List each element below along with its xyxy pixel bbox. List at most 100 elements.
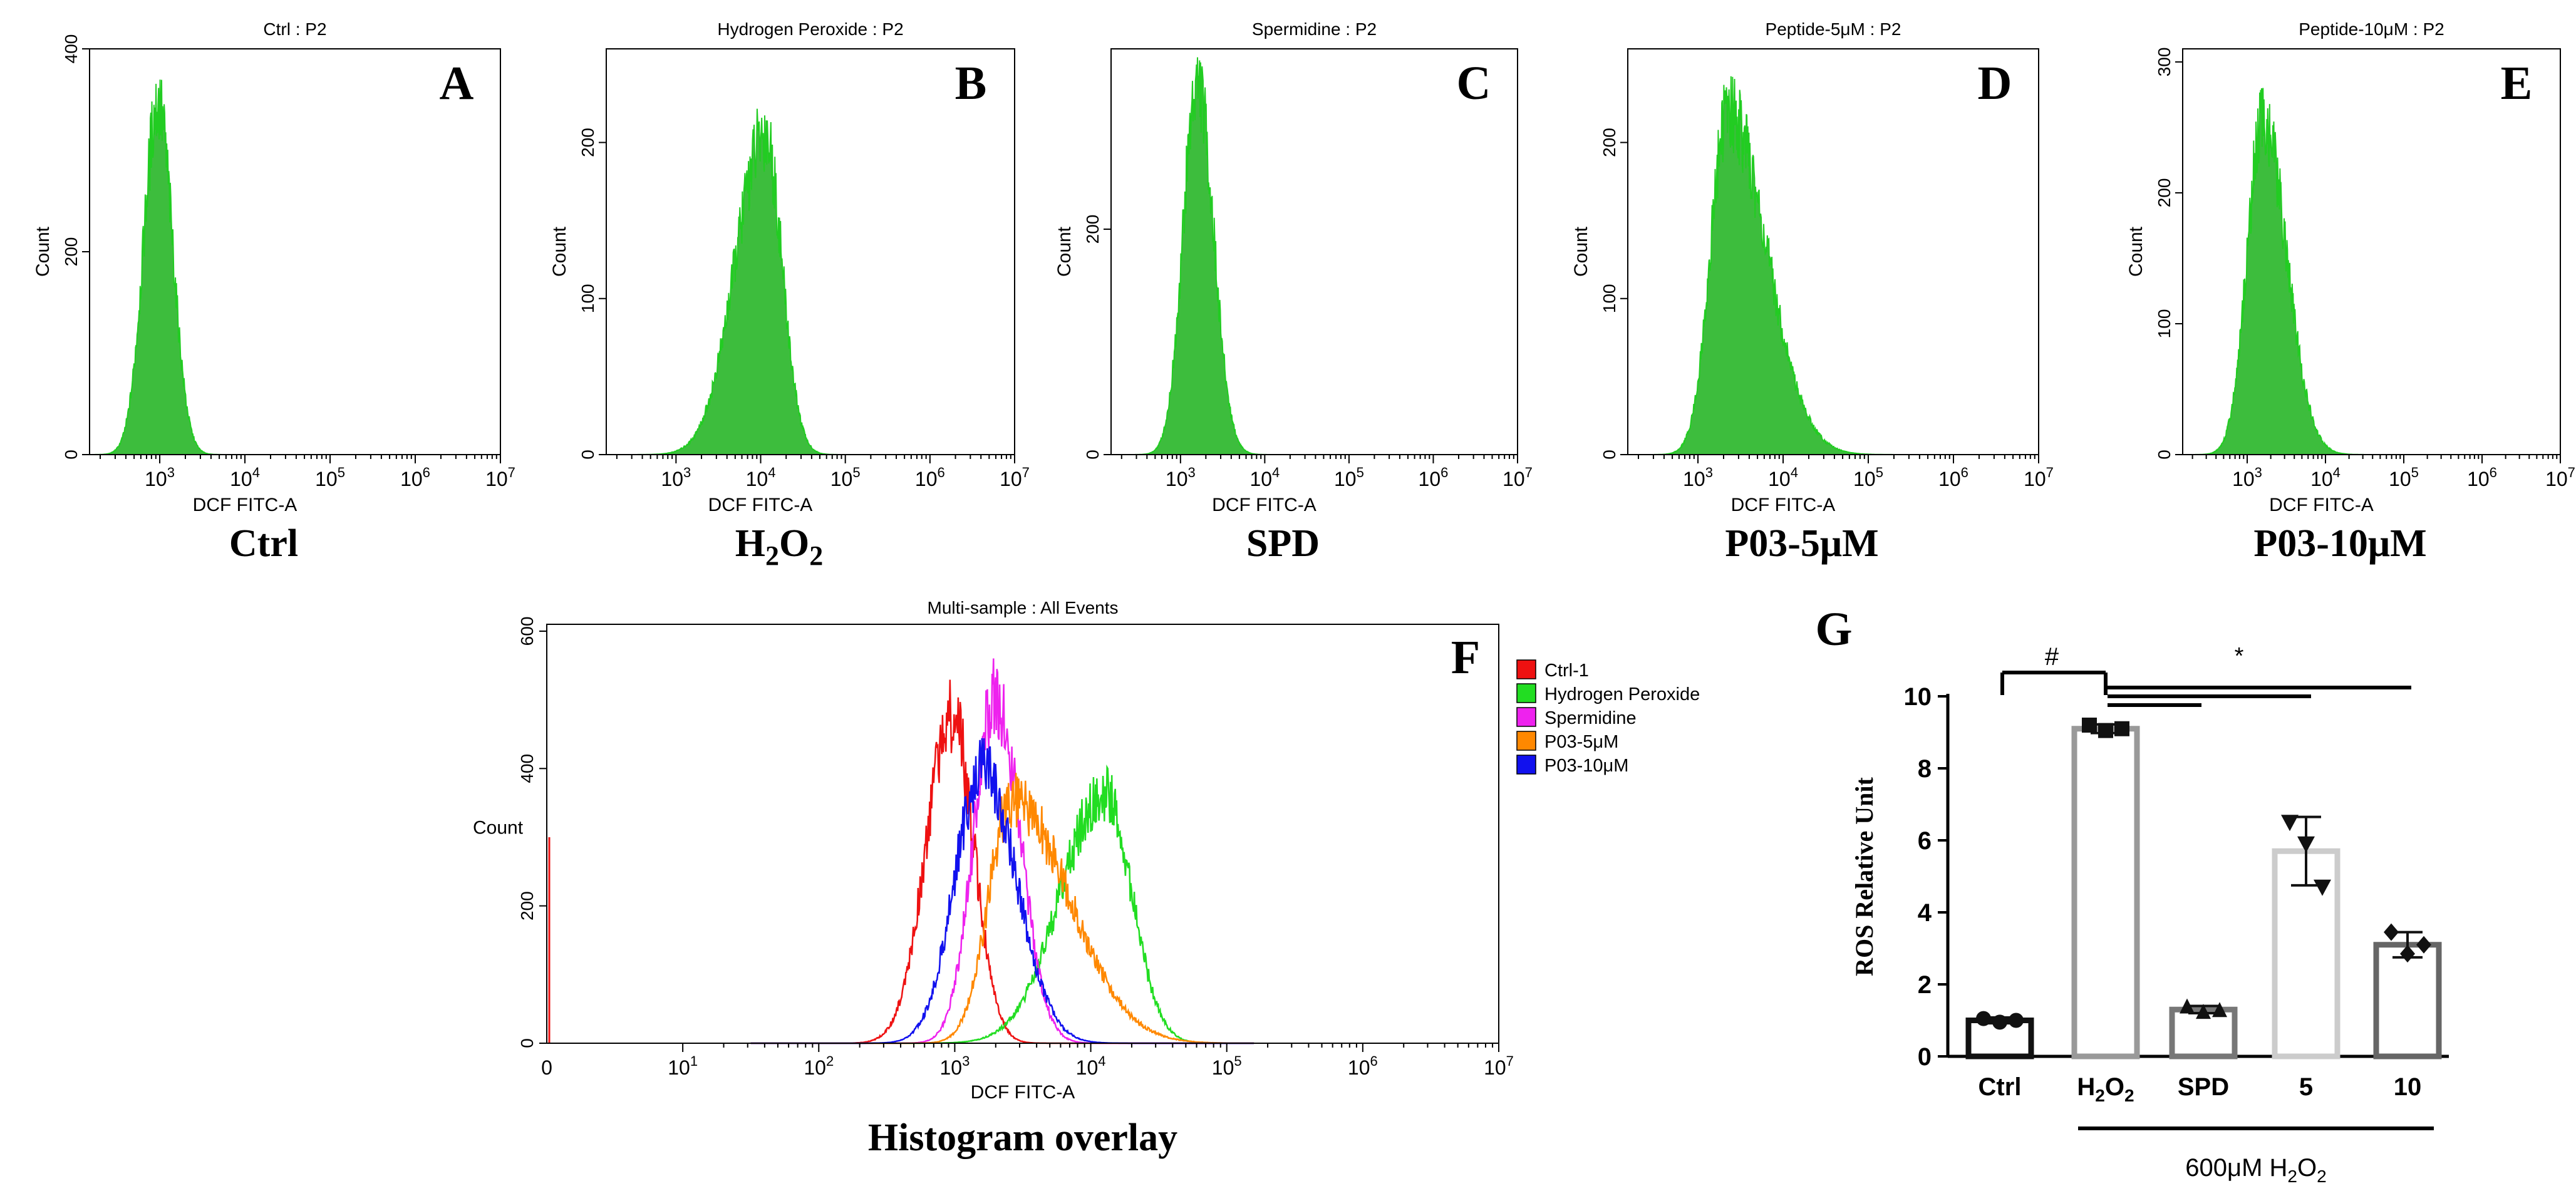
panel-letter: G (1815, 603, 1852, 656)
y-tick-label: 4 (1918, 899, 1932, 927)
tick-base: 0 (541, 1056, 552, 1079)
tick-base: 10 (1348, 1056, 1370, 1079)
y-axis-label: Count (1571, 226, 1591, 277)
tick-base: 10 (315, 468, 338, 490)
tick-exponent: 4 (1098, 1053, 1105, 1069)
x-axis-label: DCF FITC-A (193, 495, 297, 515)
panel-caption: P03-5μM (1725, 522, 1878, 565)
y-axis-label: Count (2126, 226, 2146, 277)
panel-caption: SPD (1246, 522, 1320, 565)
y-axis-label: Count (549, 226, 570, 277)
x-tick-label: 103 (940, 1053, 970, 1079)
x-tick-label: 105 (1212, 1053, 1242, 1079)
panel-letter: F (1451, 631, 1480, 684)
x-tick-label: 106 (1348, 1053, 1378, 1079)
tick-base: 10 (1334, 468, 1357, 490)
tick-base: 10 (746, 468, 768, 490)
panel-letter: A (440, 57, 474, 110)
tick-exponent: 5 (852, 465, 860, 480)
data-point-2-0 (2180, 998, 2195, 1014)
tick-base: 10 (1484, 1056, 1506, 1079)
tick-exponent: 3 (2255, 465, 2262, 480)
tick-exponent: 7 (1525, 465, 1533, 480)
data-point-2-1 (2196, 1004, 2211, 1019)
data-point-3-0 (2281, 815, 2299, 832)
y-tick-label: 2 (1918, 971, 1932, 999)
group-subscript: 2 (2317, 1167, 2327, 1186)
x-tick-label: 106 (915, 465, 945, 490)
category-label-2: SPD (2178, 1073, 2229, 1101)
tick-base: 10 (1076, 1056, 1099, 1079)
tick-exponent: 3 (167, 465, 175, 480)
category-label-4: 10 (2394, 1073, 2422, 1101)
y-tick-label: 0 (517, 1038, 537, 1048)
tick-base: 10 (2024, 468, 2046, 490)
tick-exponent: 3 (962, 1053, 970, 1069)
panel-letter: B (955, 57, 987, 110)
category-text: O (2105, 1073, 2124, 1101)
tick-base: 10 (940, 1056, 963, 1079)
x-axis-label: DCF FITC-A (2269, 495, 2374, 515)
tick-base: 10 (1419, 468, 1441, 490)
y-tick-label: 200 (578, 128, 597, 157)
x-tick-label: 104 (1768, 465, 1798, 490)
x-tick-label: 106 (2467, 465, 2497, 490)
group-text: 600μM H (2185, 1154, 2287, 1182)
x-tick-label: 107 (2545, 465, 2575, 490)
histogram-area (606, 108, 1015, 455)
x-tick-label: 104 (1076, 1053, 1106, 1079)
tick-base: 10 (230, 468, 252, 490)
y-tick-label: 200 (1600, 128, 1619, 157)
caption-subscript: 2 (765, 540, 779, 571)
x-tick-label: 103 (1683, 465, 1713, 490)
y-tick-label: 100 (2154, 309, 2174, 339)
histogram-area (1628, 76, 2039, 455)
tick-base: 10 (1503, 468, 1525, 490)
x-axis-label: DCF FITC-A (1212, 495, 1316, 515)
tick-exponent: 7 (2568, 465, 2575, 480)
data-point-0-0 (1976, 1011, 1991, 1026)
tick-base: 10 (145, 468, 167, 490)
y-tick-label: 0 (578, 450, 597, 460)
panel-letter: C (1457, 57, 1491, 110)
tick-exponent: 7 (1022, 465, 1030, 480)
tick-exponent: 5 (1234, 1053, 1241, 1069)
y-tick-label: 0 (61, 450, 81, 460)
x-tick-label: 107 (1000, 465, 1030, 490)
data-point-4-2 (2416, 936, 2431, 954)
x-axis-label: DCF FITC-A (1731, 495, 1836, 515)
data-point-4-0 (2384, 923, 2399, 941)
y-tick-label: 100 (1600, 284, 1619, 313)
panel-caption: P03-10μM (2253, 522, 2426, 565)
significance-label-hash: # (2045, 643, 2059, 671)
y-tick-label: 10 (1904, 683, 1932, 711)
tick-base: 10 (1683, 468, 1705, 490)
panel-caption: H2O2 (735, 522, 823, 571)
category-subscript: 2 (2124, 1086, 2134, 1105)
legend-label-2: Spermidine (1544, 708, 1637, 728)
x-tick-label: 106 (400, 465, 430, 490)
legend-swatch-0 (1516, 659, 1536, 679)
legend-swatch-2 (1516, 707, 1536, 727)
plot-frame (1627, 48, 2039, 455)
legend-swatch-4 (1516, 755, 1536, 775)
plot-frame (1110, 48, 1518, 455)
x-tick-label: 105 (315, 465, 345, 490)
histogram-area (1111, 57, 1518, 455)
tick-exponent: 4 (1791, 465, 1798, 480)
tick-exponent: 6 (1441, 465, 1448, 480)
panel-caption: Ctrl (229, 522, 298, 565)
plot-frame (2182, 48, 2561, 455)
data-point-4-1 (2400, 945, 2415, 963)
tick-exponent: 3 (1705, 465, 1713, 480)
legend-label-0: Ctrl-1 (1544, 661, 1589, 681)
panel-title: Peptide-10μM : P2 (2299, 19, 2444, 39)
y-tick-label: 0 (1600, 450, 1619, 460)
tick-base: 10 (915, 468, 938, 490)
y-tick-label: 600 (517, 617, 537, 646)
legend-label-1: Hydrogen Peroxide (1544, 684, 1700, 704)
tick-exponent: 1 (690, 1053, 698, 1069)
category-label-1: H2O2 (2077, 1073, 2134, 1105)
